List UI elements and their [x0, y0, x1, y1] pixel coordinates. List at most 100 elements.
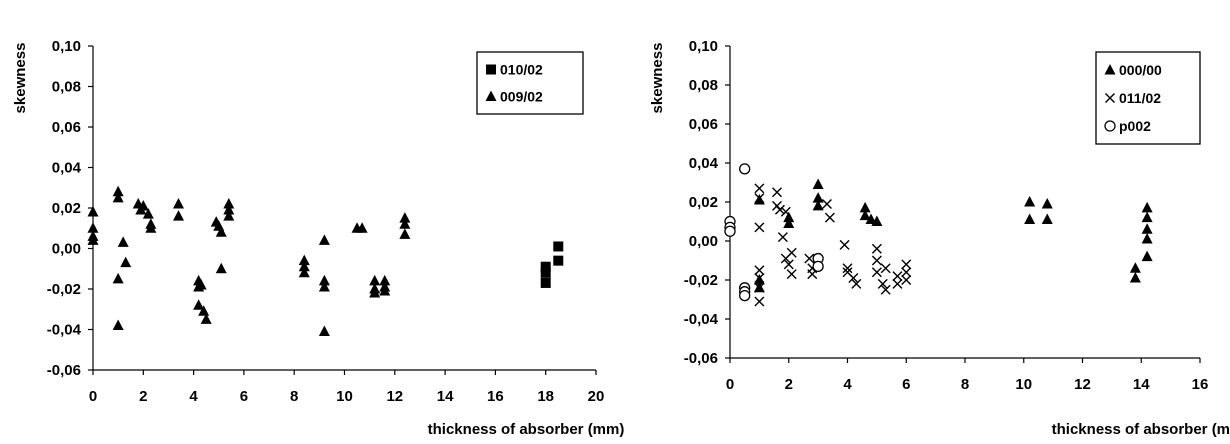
data-point — [112, 185, 124, 197]
data-point — [871, 243, 882, 254]
legend-marker — [486, 64, 496, 75]
y-tick-label: 0,04 — [689, 155, 719, 172]
data-point — [821, 198, 832, 209]
data-point — [839, 239, 850, 250]
data-point — [399, 228, 411, 239]
data-point — [356, 222, 368, 233]
data-point — [901, 275, 912, 285]
data-point — [783, 217, 795, 228]
data-point — [87, 222, 99, 233]
data-point — [1024, 213, 1036, 225]
data-point — [812, 260, 824, 273]
data-point — [112, 319, 124, 330]
data-point — [877, 278, 888, 289]
y-tick-label: 0,08 — [52, 79, 81, 96]
x-tick-label: 10 — [1015, 376, 1032, 393]
data-point — [318, 274, 330, 286]
data-point — [1141, 223, 1153, 234]
data-point — [1129, 262, 1141, 273]
y-tick-label: 0,02 — [689, 194, 718, 211]
x-tick-label: 16 — [1192, 376, 1209, 393]
y-tick-label: 0,06 — [52, 119, 81, 136]
data-point — [215, 226, 227, 237]
series-009-02 — [87, 185, 411, 337]
data-point — [1041, 213, 1053, 225]
series-010-02 — [540, 241, 564, 288]
data-point — [117, 236, 129, 247]
legend-label: p002 — [1119, 118, 1151, 134]
data-point — [379, 285, 391, 296]
x-tick-label: 4 — [189, 388, 198, 405]
data-point — [753, 274, 765, 285]
data-point — [880, 284, 891, 295]
data-point — [812, 192, 824, 203]
data-point — [786, 247, 797, 258]
data-point — [1141, 233, 1153, 244]
data-point — [553, 255, 564, 266]
data-point — [369, 274, 381, 286]
data-point — [871, 215, 883, 226]
x-tick-label: 12 — [1074, 376, 1091, 393]
data-point — [298, 260, 310, 272]
series-000-00 — [753, 178, 1153, 293]
data-point — [1129, 272, 1141, 283]
x-axis-label: thickness of absorber (mm) — [428, 421, 625, 438]
legend-label: 010/02 — [500, 62, 543, 78]
x-tick-label: 6 — [902, 376, 910, 393]
data-point — [318, 234, 330, 245]
y-tick-label: 0,10 — [52, 38, 81, 55]
data-point — [851, 278, 862, 289]
data-point — [754, 265, 765, 276]
data-point — [298, 266, 310, 278]
data-point — [198, 305, 210, 316]
data-point — [865, 213, 877, 225]
x-tick-label: 14 — [1133, 376, 1150, 393]
data-point — [137, 199, 149, 211]
data-point — [901, 259, 912, 270]
data-point — [754, 273, 765, 284]
x-tick-label: 8 — [290, 388, 298, 405]
data-point — [777, 232, 788, 243]
x-tick-label: 2 — [785, 376, 793, 393]
data-point — [739, 163, 751, 175]
y-tick-label: 0,02 — [52, 200, 81, 217]
data-point — [812, 199, 824, 211]
data-point — [399, 212, 411, 223]
data-point — [318, 280, 330, 292]
data-point — [786, 269, 797, 280]
data-point — [824, 212, 835, 223]
chart-left: -0,06 -0,04 -0,02 0,00 0,02 0,04 0,06 0,08 0,10 0… — [12, 38, 624, 438]
x-tick-label: 2 — [139, 388, 147, 405]
legend-label: 009/02 — [500, 89, 543, 105]
data-point — [754, 222, 765, 233]
data-point — [754, 193, 765, 204]
y-tick-label: -0,04 — [684, 311, 719, 328]
data-point — [223, 204, 235, 215]
data-point — [774, 204, 785, 215]
data-point — [369, 287, 381, 298]
data-point — [780, 206, 791, 217]
y-tick-label: -0,06 — [47, 362, 81, 379]
data-point — [298, 254, 310, 266]
x-tick-label: 16 — [487, 388, 504, 405]
data-point — [399, 218, 411, 229]
legend-label: 011/02 — [1119, 90, 1161, 106]
data-point — [892, 271, 903, 282]
series-p002 — [724, 163, 824, 302]
data-point — [754, 183, 765, 194]
data-point — [223, 197, 235, 209]
data-point — [783, 211, 795, 223]
legend-marker — [1105, 93, 1115, 103]
legend-label: 000/00 — [1119, 62, 1162, 78]
data-point — [739, 289, 751, 302]
data-point — [112, 191, 124, 203]
y-tick-label: 0,00 — [689, 233, 718, 250]
y-tick-label: 0,00 — [52, 241, 81, 258]
data-point — [783, 259, 794, 270]
data-point — [540, 277, 551, 288]
legend-marker — [1104, 120, 1116, 132]
x-axis-label: thickness of absorber (mm) — [1052, 421, 1230, 438]
data-point — [754, 282, 765, 293]
y-tick-label: 0,10 — [689, 38, 718, 55]
